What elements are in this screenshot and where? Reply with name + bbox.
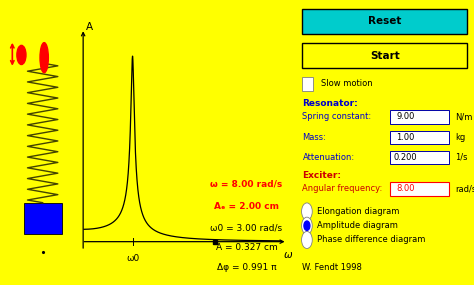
Text: Amplitude diagram: Amplitude diagram — [317, 221, 398, 230]
Text: Exciter:: Exciter: — [302, 171, 341, 180]
Bar — [302, 9, 467, 34]
Text: 0.200: 0.200 — [393, 153, 417, 162]
Text: Slow motion: Slow motion — [321, 79, 373, 88]
Bar — [302, 43, 467, 68]
Text: 9.00: 9.00 — [396, 112, 414, 121]
Circle shape — [301, 217, 312, 234]
Text: kg: kg — [455, 133, 465, 142]
Text: Aₑ = 2.00 cm: Aₑ = 2.00 cm — [214, 202, 279, 211]
Bar — [24, 203, 62, 234]
Circle shape — [301, 203, 312, 220]
Text: 1/s: 1/s — [455, 153, 468, 162]
Bar — [302, 77, 313, 91]
Bar — [390, 151, 449, 164]
Ellipse shape — [17, 45, 26, 64]
Text: Resonator:: Resonator: — [302, 99, 358, 108]
Text: Angular frequency:: Angular frequency: — [302, 184, 383, 193]
Text: Attenuation:: Attenuation: — [302, 153, 355, 162]
Text: A: A — [86, 22, 93, 32]
Text: N/m: N/m — [455, 112, 473, 121]
Text: ω: ω — [284, 250, 292, 260]
Bar — [390, 182, 449, 196]
Circle shape — [40, 43, 48, 73]
Text: rad/s: rad/s — [455, 184, 474, 193]
Text: Elongation diagram: Elongation diagram — [317, 207, 399, 216]
Text: W. Fendt 1998: W. Fendt 1998 — [302, 263, 362, 272]
Circle shape — [301, 231, 312, 249]
Text: A = 0.327 cm: A = 0.327 cm — [216, 243, 277, 253]
Text: Mass:: Mass: — [302, 133, 326, 142]
Text: Phase difference diagram: Phase difference diagram — [317, 235, 425, 245]
Text: 1.00: 1.00 — [396, 133, 414, 142]
Text: Spring constant:: Spring constant: — [302, 112, 372, 121]
Text: ω0: ω0 — [126, 254, 139, 263]
Text: Reset: Reset — [368, 16, 401, 27]
Text: Δφ = 0.991 π: Δφ = 0.991 π — [217, 263, 276, 272]
Text: ω = 8.00 rad/s: ω = 8.00 rad/s — [210, 179, 283, 188]
Text: 8.00: 8.00 — [396, 184, 414, 193]
Bar — [390, 110, 449, 124]
Bar — [390, 131, 449, 144]
Circle shape — [304, 221, 310, 230]
Text: Start: Start — [370, 50, 400, 61]
Text: ω0 = 3.00 rad/s: ω0 = 3.00 rad/s — [210, 223, 283, 233]
